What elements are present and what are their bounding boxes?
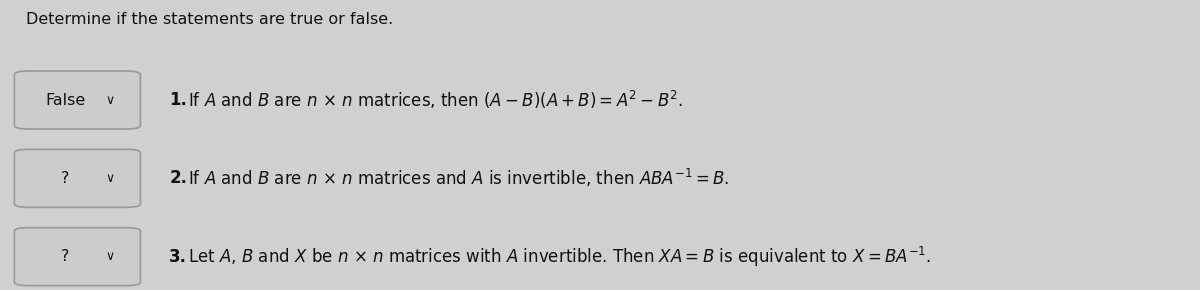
Text: ∨: ∨ [106,94,115,106]
Text: ?: ? [61,171,70,186]
FancyBboxPatch shape [14,228,140,286]
Text: ?: ? [61,249,70,264]
FancyBboxPatch shape [14,149,140,207]
Text: Let $\mathit{A}$, $\mathit{B}$ and $\mathit{X}$ be $\mathit{n}$ × $\mathit{n}$ m: Let $\mathit{A}$, $\mathit{B}$ and $\mat… [188,244,931,269]
Text: If $\mathit{A}$ and $\mathit{B}$ are $\mathit{n}$ × $\mathit{n}$ matrices, then : If $\mathit{A}$ and $\mathit{B}$ are $\m… [188,89,684,111]
Text: 3.: 3. [169,248,187,266]
Text: ∨: ∨ [106,172,115,185]
Text: Determine if the statements are true or false.: Determine if the statements are true or … [26,12,394,27]
FancyBboxPatch shape [14,71,140,129]
Text: 1.: 1. [169,91,187,109]
Text: If $\mathit{A}$ and $\mathit{B}$ are $\mathit{n}$ × $\mathit{n}$ matrices and $\: If $\mathit{A}$ and $\mathit{B}$ are $\m… [188,167,730,189]
Text: False: False [46,93,85,108]
Text: 2.: 2. [169,169,187,187]
Text: ∨: ∨ [106,250,115,263]
